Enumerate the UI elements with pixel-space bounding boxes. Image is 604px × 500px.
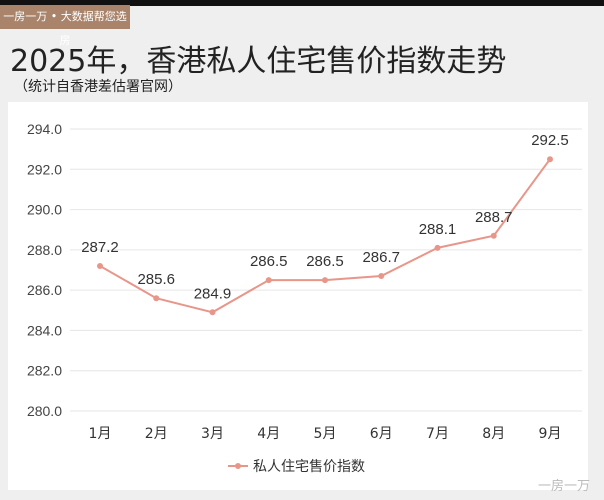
data-label: 287.2 [81, 239, 119, 256]
watermark: 一房一万 [537, 479, 590, 494]
legend-label: 私人住宅售价指数 [253, 459, 365, 475]
data-label: 286.5 [250, 253, 288, 270]
y-tick-label: 286.0 [27, 282, 62, 298]
x-tick-label: 4月 [257, 426, 280, 442]
y-tick-label: 288.0 [27, 242, 62, 258]
data-point [153, 295, 160, 302]
x-tick-label: 8月 [482, 426, 505, 442]
data-label: 284.9 [194, 285, 232, 302]
chart-panel [8, 102, 588, 490]
data-point [434, 244, 441, 251]
data-point [209, 309, 216, 316]
y-tick-label: 292.0 [27, 161, 62, 177]
x-tick-label: 7月 [426, 426, 449, 442]
x-tick-label: 5月 [314, 426, 337, 442]
x-tick-label: 2月 [145, 426, 168, 442]
data-point [97, 262, 103, 269]
y-tick-label: 284.0 [27, 322, 62, 338]
y-tick-label: 294.0 [27, 121, 62, 137]
data-label: 286.5 [306, 253, 344, 270]
data-label: 288.1 [419, 221, 457, 238]
legend-marker [235, 463, 241, 469]
x-tick-label: 9月 [539, 426, 562, 442]
y-tick-label: 282.0 [27, 363, 62, 379]
series-line [99, 158, 551, 314]
data-point [265, 277, 272, 284]
x-tick-label: 3月 [201, 426, 224, 442]
y-tick-label: 290.0 [27, 202, 62, 218]
top-bar [0, 0, 604, 6]
data-label: 292.5 [531, 132, 569, 149]
data-label: 286.7 [362, 249, 400, 266]
data-point [547, 156, 553, 163]
data-point [490, 232, 497, 239]
x-tick-label: 1月 [89, 426, 112, 442]
page-title: 2025年，香港私人住宅售价指数走势 [10, 44, 507, 79]
data-label: 285.6 [137, 271, 175, 288]
brand-tag: 一房一万 • 大数据帮您选房 [0, 5, 130, 47]
x-tick-label: 6月 [370, 426, 393, 442]
data-point [322, 277, 328, 284]
data-point [378, 273, 385, 280]
y-tick-label: 280.0 [27, 403, 62, 419]
page-subtitle: （统计自香港差估署官网） [14, 79, 182, 95]
data-label: 288.7 [475, 209, 513, 226]
